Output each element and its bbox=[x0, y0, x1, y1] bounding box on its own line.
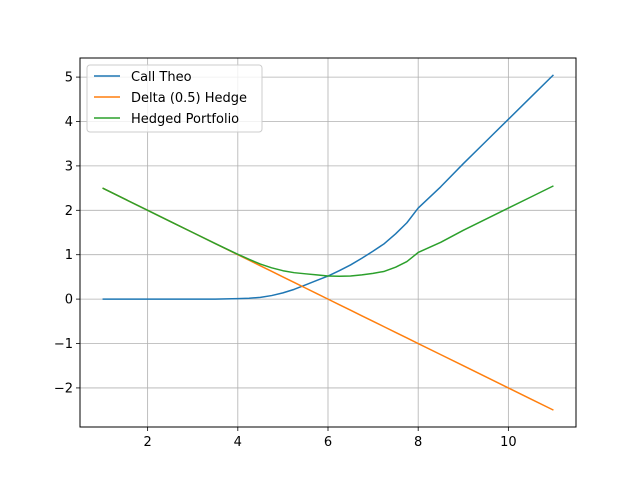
x-tick-label: 10 bbox=[500, 435, 517, 450]
axis-ticks: 2 4 6 8 10 −2 −1 0 1 2 3 4 5 bbox=[54, 71, 517, 450]
y-tick-label: −2 bbox=[54, 381, 73, 396]
legend: Call Theo Delta (0.5) Hedge Hedged Portfol… bbox=[86, 64, 263, 133]
x-tick-label: 8 bbox=[414, 435, 422, 450]
x-tick-label: 2 bbox=[143, 435, 151, 450]
y-tick-label: 0 bbox=[65, 293, 73, 308]
y-tick-label: 3 bbox=[65, 159, 73, 174]
x-tick-label: 4 bbox=[234, 435, 242, 450]
series-lines bbox=[102, 74, 554, 411]
legend-label: Delta (0.5) Hedge bbox=[131, 91, 247, 106]
y-tick-label: 2 bbox=[65, 204, 73, 219]
y-tick-label: −1 bbox=[54, 337, 73, 352]
y-tick-label: 4 bbox=[65, 115, 73, 130]
x-tick-label: 6 bbox=[324, 435, 332, 450]
y-tick-label: 5 bbox=[65, 71, 73, 86]
y-tick-label: 1 bbox=[65, 248, 73, 263]
legend-label: Hedged Portfolio bbox=[131, 112, 239, 127]
legend-frame bbox=[86, 64, 263, 133]
legend-label: Call Theo bbox=[131, 70, 192, 85]
series-line-hedged-portfolio bbox=[102, 185, 554, 277]
